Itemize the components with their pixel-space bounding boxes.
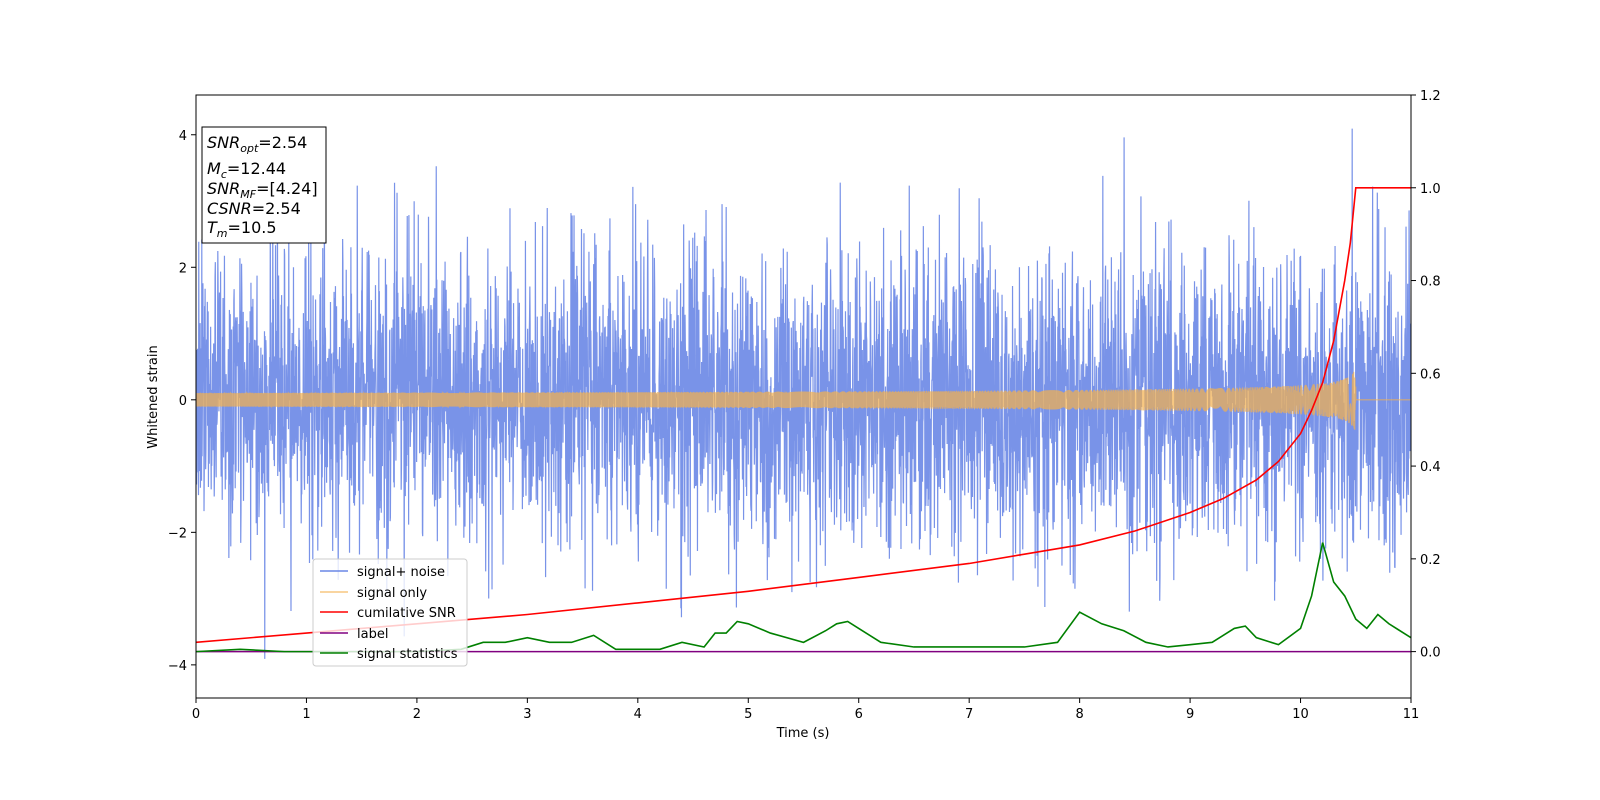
x-tick-label-4: 4 — [634, 707, 642, 722]
x-tick-label-11: 11 — [1403, 707, 1420, 722]
legend-label-label: label — [357, 627, 388, 642]
y-left-tick-label-3: 2 — [179, 261, 187, 276]
info-snr-mf-value: =[4.24] — [256, 179, 318, 198]
info-csnr-value: =2.54 — [252, 199, 301, 218]
legend-label-signal-noise: signal+ noise — [357, 565, 445, 580]
y-right-tick-label-5: 1.0 — [1420, 182, 1441, 197]
info-tm: Tm=10.5 — [207, 218, 277, 240]
cumulative-snr-path — [196, 186, 1411, 644]
y-left-tick-label-2: 0 — [179, 394, 187, 409]
y-right-tick-label-2: 0.4 — [1420, 460, 1441, 475]
signal-statistics-line — [196, 542, 1411, 653]
y-left-tick-label-4: 4 — [179, 129, 187, 144]
x-tick-label-9: 9 — [1186, 707, 1194, 722]
info-mc: Mc=12.44 — [207, 159, 286, 181]
y-axis-left: −4 −2 0 2 4 — [168, 129, 196, 674]
signal-statistics-path — [196, 542, 1411, 653]
y-right-tick-label-4: 0.8 — [1420, 275, 1441, 290]
legend-label-signal-only: signal only — [357, 586, 427, 601]
y-right-tick-label-0: 0.0 — [1420, 646, 1441, 661]
info-tm-value: =10.5 — [228, 218, 277, 237]
info-snr-opt-value: =2.54 — [258, 133, 307, 152]
y-right-tick-label-6: 1.2 — [1420, 89, 1441, 104]
signal-only-line — [196, 371, 1411, 430]
x-tick-label-6: 6 — [855, 707, 863, 722]
x-tick-label-7: 7 — [965, 707, 973, 722]
x-tick-label-3: 3 — [523, 707, 531, 722]
y-right-tick-label-3: 0.6 — [1420, 367, 1441, 382]
x-axis-label: Time (s) — [776, 726, 830, 741]
signal-noise-line — [196, 128, 1411, 659]
x-tick-label-5: 5 — [744, 707, 752, 722]
y-left-tick-label-0: −4 — [168, 659, 187, 674]
x-tick-label-10: 10 — [1292, 707, 1309, 722]
y-axis-right: 0.0 0.2 0.4 0.6 0.8 1.0 1.2 — [1411, 89, 1441, 661]
legend-frame — [312, 558, 468, 667]
legend-label-signal-statistics: signal statistics — [357, 647, 458, 662]
info-box-frame — [201, 126, 327, 244]
plot-frame — [195, 94, 1412, 699]
signal-noise-path — [196, 128, 1411, 659]
x-axis: 0 1 2 3 4 5 6 7 8 9 10 11 — [192, 698, 1419, 722]
x-tick-label-1: 1 — [302, 707, 310, 722]
y-axis-label: Whitened strain — [146, 345, 161, 448]
info-snr-mf: SNRMF=[4.24] — [207, 179, 318, 201]
y-right-tick-label-1: 0.2 — [1420, 553, 1441, 568]
signal-only-path — [196, 371, 1411, 430]
y-left-tick-label-1: −2 — [168, 526, 187, 541]
legend-label-cumulative-snr: cumilative SNR — [357, 606, 456, 621]
x-tick-label-0: 0 — [192, 707, 200, 722]
info-box: SNRopt=2.54 Mc=12.44 SNRMF=[4.24] CSNR=2… — [201, 126, 327, 244]
info-snr-opt: SNRopt=2.54 — [207, 133, 307, 155]
legend: signal+ noise signal only cumilative SNR… — [312, 558, 468, 667]
x-tick-label-8: 8 — [1075, 707, 1083, 722]
info-csnr: CSNR=2.54 — [207, 199, 301, 218]
cumulative-snr-line — [196, 186, 1411, 644]
x-tick-label-2: 2 — [413, 707, 421, 722]
info-mc-value: =12.44 — [227, 159, 286, 178]
